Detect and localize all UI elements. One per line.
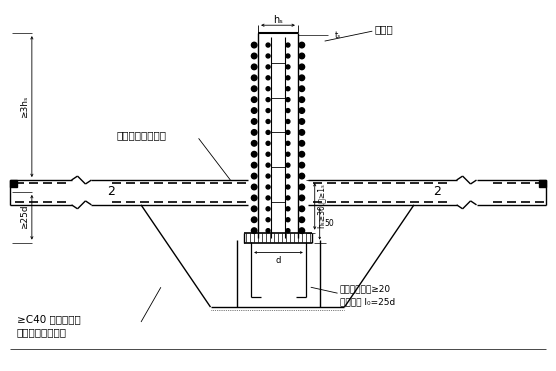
Circle shape [251,108,257,114]
Circle shape [251,53,257,59]
Circle shape [251,173,257,179]
Circle shape [286,119,290,124]
Text: d: d [275,256,281,265]
Circle shape [251,195,257,201]
Circle shape [286,87,290,91]
Bar [10,180,17,187]
Circle shape [266,196,270,200]
Text: ≥25d: ≥25d [20,204,29,229]
Circle shape [299,75,305,81]
Circle shape [286,174,290,178]
Circle shape [286,54,290,58]
Circle shape [266,152,270,156]
Circle shape [266,76,270,80]
Circle shape [251,206,257,211]
Circle shape [266,119,270,124]
Circle shape [286,152,290,156]
Circle shape [286,229,290,233]
Circle shape [266,109,270,112]
Circle shape [266,207,270,211]
Circle shape [299,42,305,48]
Text: 钉筋混凝土地基梁: 钉筋混凝土地基梁 [116,130,166,140]
Circle shape [251,228,257,233]
Circle shape [299,184,305,190]
Circle shape [299,151,305,157]
Text: 50: 50 [325,219,335,228]
Circle shape [266,229,270,233]
Circle shape [286,163,290,167]
Text: 锄栓公称直径≥20: 锄栓公称直径≥20 [340,285,391,294]
Circle shape [266,54,270,58]
Circle shape [286,207,290,211]
Circle shape [266,218,270,222]
Text: ≥C40 无收缩细石: ≥C40 无收缩细石 [17,314,81,324]
Circle shape [266,131,270,134]
Circle shape [251,75,257,81]
Circle shape [251,64,257,70]
Bar [539,180,546,187]
Circle shape [251,162,257,168]
Circle shape [299,173,305,179]
Circle shape [266,43,270,47]
Circle shape [266,98,270,102]
Circle shape [251,86,257,92]
Circle shape [299,206,305,211]
Circle shape [286,141,290,145]
Circle shape [286,109,290,112]
Circle shape [299,64,305,70]
Circle shape [299,97,305,102]
Circle shape [299,119,305,124]
Circle shape [251,42,257,48]
Circle shape [251,151,257,157]
Circle shape [299,141,305,146]
Circle shape [299,162,305,168]
Circle shape [299,53,305,59]
Circle shape [286,218,290,222]
Text: 柱型钔: 柱型钔 [374,24,393,34]
Circle shape [299,108,305,114]
Circle shape [286,76,290,80]
Text: 混凝土或鐵屑砂浆: 混凝土或鐵屑砂浆 [17,327,67,337]
Circle shape [251,119,257,124]
Circle shape [251,141,257,146]
Circle shape [266,87,270,91]
Circle shape [251,184,257,190]
Circle shape [286,98,290,102]
Circle shape [251,97,257,102]
Circle shape [251,217,257,223]
Text: hₛ: hₛ [273,15,283,25]
Circle shape [266,65,270,69]
Circle shape [251,129,257,135]
Text: 2: 2 [107,186,115,198]
Circle shape [266,185,270,189]
Circle shape [299,129,305,135]
Circle shape [286,43,290,47]
Circle shape [286,65,290,69]
Circle shape [286,185,290,189]
Circle shape [299,217,305,223]
Circle shape [299,195,305,201]
Circle shape [266,163,270,167]
Circle shape [299,86,305,92]
Text: 2: 2 [433,186,441,198]
Text: tₛ: tₛ [334,31,341,40]
Circle shape [286,196,290,200]
Text: hₛ≥30,且≥1ₛ: hₛ≥30,且≥1ₛ [317,183,326,228]
Text: 锄固长度 l₀=25d: 锄固长度 l₀=25d [340,298,395,306]
Circle shape [286,131,290,134]
Circle shape [299,228,305,233]
Text: ≥3hₛ: ≥3hₛ [20,95,29,118]
Circle shape [266,174,270,178]
Circle shape [266,141,270,145]
